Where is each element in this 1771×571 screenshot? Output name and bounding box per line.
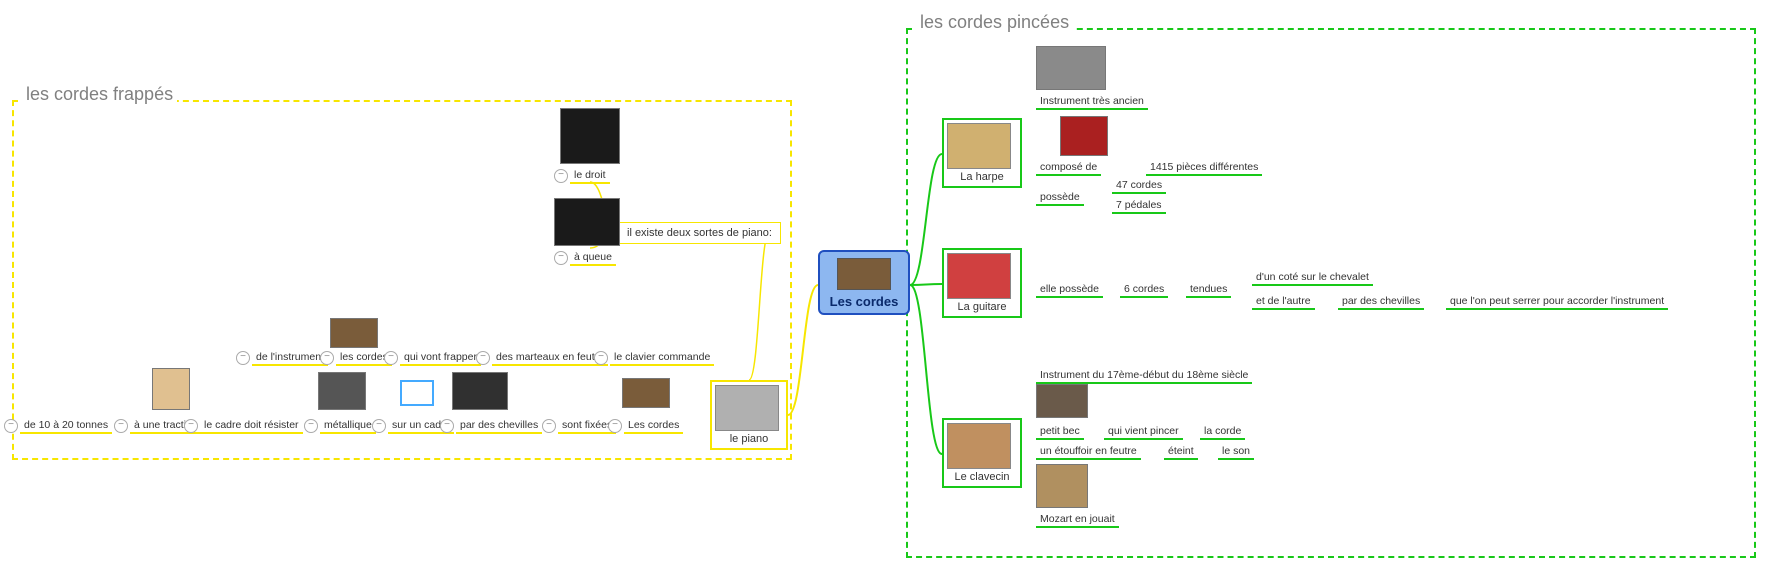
img-old_car [1036,46,1106,90]
expand-icon[interactable]: − [594,351,608,365]
clavecin-label: Le clavecin [947,471,1017,483]
central-label: Les cordes [828,294,900,309]
img-bouquet [1060,116,1108,156]
textbox-deux_sortes[interactable]: il existe deux sortes de piano: [618,222,781,244]
group-title: les cordes frappés [22,84,177,105]
img-bodybuilder [152,368,190,410]
tn-petit_bec[interactable]: petit bec [1036,424,1084,440]
img-piano_cordes_t [622,378,670,408]
tn-eteint[interactable]: éteint [1164,444,1198,460]
tn-compose_de[interactable]: composé de [1036,160,1101,176]
clavecin-thumb [947,423,1011,469]
expand-icon[interactable]: − [440,419,454,433]
node-clavecin[interactable]: Le clavecin [942,418,1022,488]
tn-le_droit[interactable]: le droit [570,168,610,184]
tn-le_son[interactable]: le son [1218,444,1254,460]
expand-icon[interactable]: − [304,419,318,433]
expand-icon[interactable]: − [4,419,18,433]
group-pincees: les cordes pincées [906,28,1756,558]
img-piano_queue_img [554,198,620,246]
tn-instr_17[interactable]: Instrument du 17ème-début du 18ème siècl… [1036,368,1252,384]
harpe-thumb [947,123,1011,169]
tn-cadre_res[interactable]: le cadre doit résister [200,418,303,434]
guitare-label: La guitare [947,301,1017,313]
expand-icon[interactable]: − [608,419,622,433]
tn-pieces[interactable]: 1415 pièces différentes [1146,160,1262,176]
expand-icon[interactable]: − [184,419,198,433]
group-frappes: les cordes frappés [12,100,792,460]
tn-et_autre[interactable]: et de l'autre [1252,294,1315,310]
node-piano[interactable]: le piano [710,380,788,450]
expand-icon[interactable]: − [236,351,250,365]
tn-tendues[interactable]: tendues [1186,282,1231,298]
expand-icon[interactable]: − [554,251,568,265]
tn-mozart[interactable]: Mozart en jouait [1036,512,1119,528]
tn-les_cordes2[interactable]: Les cordes [624,418,683,434]
guitare-thumb [947,253,1011,299]
piano-label: le piano [715,433,783,445]
node-guitare[interactable]: La guitare [942,248,1022,318]
tn-chevalet[interactable]: d'un coté sur le chevalet [1252,270,1373,286]
tn-qui_frapper[interactable]: qui vont frapper [400,350,481,366]
tn-de_instrument[interactable]: de l'instrument [252,350,328,366]
node-harpe[interactable]: La harpe [942,118,1022,188]
expand-icon[interactable]: − [372,419,386,433]
tn-47cordes[interactable]: 47 cordes [1112,178,1166,194]
tn-possede_h[interactable]: possède [1036,190,1084,206]
expand-icon[interactable]: − [476,351,490,365]
tn-clavier[interactable]: le clavier commande [610,350,714,366]
expand-icon[interactable]: − [542,419,556,433]
central-thumb [837,258,891,290]
tn-elle_poss[interactable]: elle possède [1036,282,1103,298]
mindmap-canvas: les cordes frappés les cordes pincées Les … [0,0,1771,571]
tn-par_chev_g[interactable]: par des chevilles [1338,294,1424,310]
tn-a_queue[interactable]: à queue [570,250,616,266]
expand-icon[interactable]: − [320,351,334,365]
tn-instr_ancien[interactable]: Instrument très ancien [1036,94,1148,110]
img-cadre_thumb [400,380,434,406]
tn-la_corde[interactable]: la corde [1200,424,1245,440]
tn-6cordes[interactable]: 6 cordes [1120,282,1168,298]
tn-par_chev[interactable]: par des chevilles [456,418,542,434]
img-mole_img [1036,384,1088,418]
tn-7pedales[interactable]: 7 pédales [1112,198,1166,214]
img-cordes_thumb [330,318,378,348]
img-piano_droit_img [560,108,620,164]
img-metal_thumb [318,372,366,410]
edge [788,285,818,415]
tn-marteaux[interactable]: des marteaux en feutre [492,350,608,366]
piano-thumb [715,385,779,431]
expand-icon[interactable]: − [114,419,128,433]
harpe-label: La harpe [947,171,1017,183]
tn-serrer[interactable]: que l'on peut serrer pour accorder l'ins… [1446,294,1668,310]
tn-tonnes[interactable]: de 10 à 20 tonnes [20,418,112,434]
expand-icon[interactable]: − [554,169,568,183]
tn-etouffoir[interactable]: un étouffoir en feutre [1036,444,1141,460]
tn-pincer[interactable]: qui vient pincer [1104,424,1183,440]
img-chevilles_thumb [452,372,508,410]
central-node[interactable]: Les cordes [818,250,910,315]
tn-metallique[interactable]: métallique [320,418,376,434]
group-title: les cordes pincées [916,12,1073,33]
img-mozart_img [1036,464,1088,508]
expand-icon[interactable]: − [384,351,398,365]
